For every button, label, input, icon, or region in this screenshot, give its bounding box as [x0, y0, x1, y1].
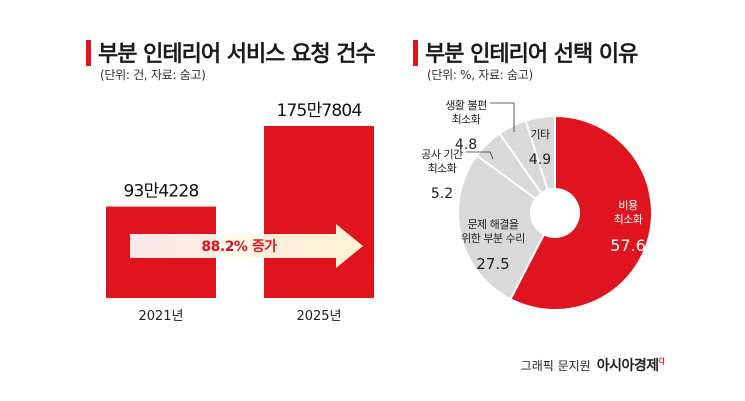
- slice-label: 공사 기간: [421, 148, 463, 161]
- left-chart-subtitle: (단위: 건, 자료: 숨고): [100, 68, 206, 82]
- growth-arrow: [130, 224, 363, 268]
- right-title-accent: [413, 40, 418, 66]
- slice-label: 비용: [618, 199, 638, 212]
- slice-label: 최소화: [614, 213, 643, 226]
- leader-line: [490, 102, 515, 132]
- bar-2025년: [264, 126, 374, 298]
- slice-label: 최소화: [428, 162, 457, 175]
- right-chart-subtitle: (단위: %, 자료: 숨고): [427, 68, 533, 82]
- brand-logo: 아시아경제: [596, 358, 659, 374]
- slice-label: 위한 부분 수리: [461, 232, 525, 245]
- leader-line: [466, 151, 494, 160]
- growth-annotation: 88.2% 증가: [201, 239, 277, 255]
- graphic-credit: 그래픽 문지원 아시아경제q: [521, 355, 665, 375]
- left-title-accent: [86, 40, 91, 66]
- left-chart-title: 부분 인테리어 서비스 요청 건수: [98, 42, 376, 67]
- right-chart-title: 부분 인테리어 선택 이유: [425, 42, 638, 67]
- pie-slice: [524, 114, 556, 192]
- slice-value-label: 4.9: [529, 152, 551, 168]
- slice-value-label: 5.2: [431, 186, 453, 202]
- slice-value-label: 27.5: [476, 255, 509, 273]
- bar-chart: 93만4228 2021년 175만7804 2025년 88.2% 증가: [106, 101, 374, 324]
- pie-slice: [509, 114, 653, 311]
- credit-text: 그래픽 문지원: [520, 359, 591, 373]
- slice-value-label: 57.6: [610, 236, 646, 255]
- slice-value-label: 4.8: [455, 137, 477, 153]
- slice-label: 문제 해결을: [467, 217, 518, 231]
- category-label: 2021년: [138, 309, 183, 324]
- bar-value-label: 93만4228: [124, 182, 199, 202]
- slice-label: 최소화: [452, 113, 481, 126]
- slice-label: 기타: [530, 128, 550, 141]
- brand-mark-icon: q: [658, 355, 665, 366]
- pie-slice: [457, 154, 546, 301]
- category-label: 2025년: [296, 309, 341, 324]
- slice-label: 생활 불편: [445, 98, 486, 112]
- bar-value-label: 175만7804: [277, 101, 362, 121]
